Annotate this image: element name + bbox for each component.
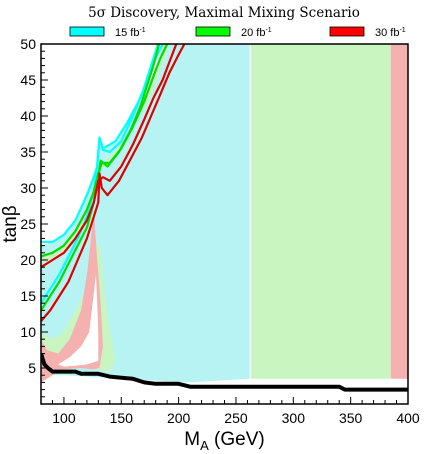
legend-item: 15 fb-1 [69, 26, 146, 39]
legend-label: 20 fb-1 [241, 27, 272, 39]
x-axis-label-unit: (GeV) [209, 429, 265, 450]
chart-title: 5σ Discovery, Maximal Mixing Scenario [88, 5, 360, 21]
contour-line [41, 44, 169, 258]
legend-label: 30 fb-1 [375, 27, 406, 39]
legend-item: 30 fb-1 [329, 26, 406, 39]
lep-bound-line [41, 352, 408, 392]
x-tick-label: 100 [52, 410, 76, 426]
regions [41, 44, 408, 383]
region-red-right [390, 44, 408, 379]
y-tick-label: 20 [20, 252, 36, 268]
legend-swatch [195, 26, 231, 37]
legend: 15 fb-1 20 fb-1 30 fb-1 [69, 26, 406, 39]
legend-swatch [69, 26, 105, 37]
y-tick-label: 40 [20, 108, 36, 124]
plot-area [41, 44, 408, 392]
x-tick-label: 400 [396, 410, 420, 426]
y-tick-label: 35 [20, 144, 36, 160]
legend-swatch [329, 26, 365, 37]
y-axis-label: tanβ [0, 205, 21, 242]
x-tick-label: 150 [110, 410, 134, 426]
discovery-contours [41, 44, 186, 322]
y-tick-label: 15 [20, 288, 36, 304]
legend-item: 20 fb-1 [195, 26, 272, 39]
contour-line [41, 44, 178, 269]
x-axis-label-sub: A [200, 438, 209, 453]
lep-bound [41, 352, 408, 392]
legend-label: 15 fb-1 [115, 27, 146, 39]
x-axis-label: MA (GeV) [184, 429, 264, 453]
x-axis-label-main: M [184, 429, 200, 450]
y-tick-label: 30 [20, 180, 36, 196]
x-axis: 100 150 200 250 300 350 400 [40, 397, 420, 426]
y-tick-label: 50 [20, 36, 36, 52]
contour-line [41, 44, 164, 244]
y-tick-label: 45 [20, 72, 36, 88]
contour-line [41, 44, 186, 322]
region-green-right [250, 44, 391, 379]
y-tick-label: 5 [28, 360, 36, 376]
x-tick-label: 250 [224, 410, 248, 426]
y-tick-label: 10 [20, 324, 36, 340]
x-tick-label: 300 [282, 410, 306, 426]
y-tick-label: 25 [20, 216, 36, 232]
x-tick-label: 200 [167, 410, 191, 426]
region-white-low [58, 274, 99, 367]
y-axis: 5 10 15 20 25 30 35 40 45 50 [20, 36, 48, 398]
x-tick-label: 350 [339, 410, 363, 426]
